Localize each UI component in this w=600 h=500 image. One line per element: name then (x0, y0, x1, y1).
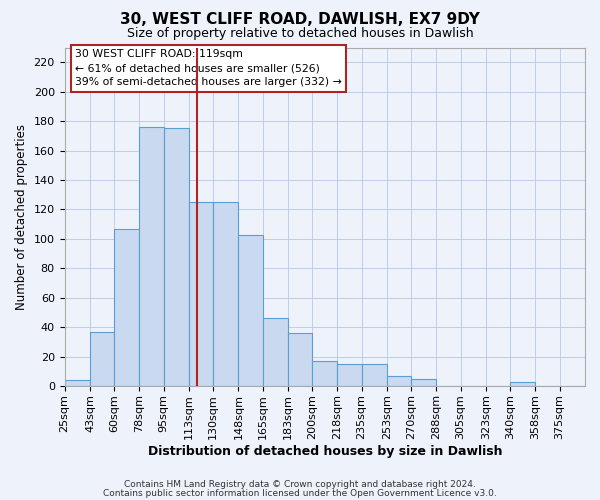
Text: Contains HM Land Registry data © Crown copyright and database right 2024.: Contains HM Land Registry data © Crown c… (124, 480, 476, 489)
Bar (65, 380, 90, 386)
Text: 30 WEST CLIFF ROAD: 119sqm
← 61% of detached houses are smaller (526)
39% of sem: 30 WEST CLIFF ROAD: 119sqm ← 61% of deta… (75, 49, 341, 87)
Bar (387, 376, 411, 386)
Bar (238, 234, 263, 386)
Text: Size of property relative to detached houses in Dawlish: Size of property relative to detached ho… (127, 28, 473, 40)
Bar (411, 379, 436, 386)
Bar (164, 128, 189, 386)
Bar (510, 382, 535, 386)
Bar (189, 202, 213, 386)
Bar (114, 228, 139, 386)
Bar (337, 364, 362, 386)
Bar (312, 361, 337, 386)
Bar (213, 202, 238, 386)
Y-axis label: Number of detached properties: Number of detached properties (15, 124, 28, 310)
Bar (263, 318, 288, 386)
Bar (139, 127, 164, 386)
Text: 30, WEST CLIFF ROAD, DAWLISH, EX7 9DY: 30, WEST CLIFF ROAD, DAWLISH, EX7 9DY (120, 12, 480, 28)
Text: Contains public sector information licensed under the Open Government Licence v3: Contains public sector information licen… (103, 488, 497, 498)
Bar (90, 332, 114, 386)
Bar (288, 333, 312, 386)
X-axis label: Distribution of detached houses by size in Dawlish: Distribution of detached houses by size … (148, 444, 502, 458)
Bar (362, 364, 387, 386)
